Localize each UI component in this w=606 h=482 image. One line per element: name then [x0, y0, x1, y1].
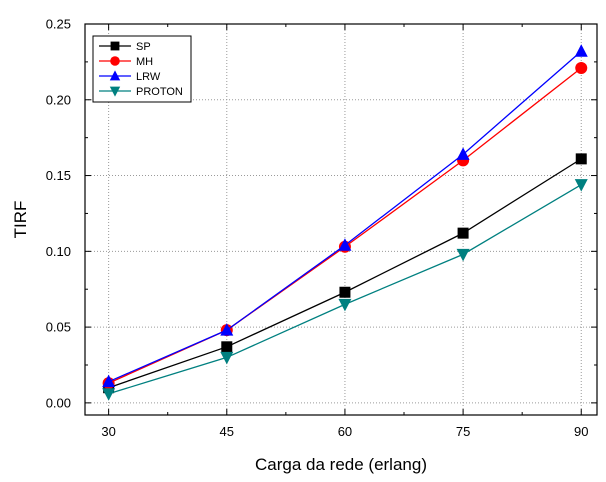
series-layer — [102, 44, 588, 401]
y-tick-label-2: 0.10 — [46, 244, 71, 259]
y-tick-label-3: 0.15 — [46, 168, 71, 183]
axes: 30 45 60 75 90 0.00 0.05 0.10 0.15 0.20 0.25 — [46, 17, 598, 439]
point-proton-3 — [456, 248, 470, 262]
y-tick-label-1: 0.05 — [46, 320, 71, 335]
point-sp-3 — [457, 227, 469, 239]
y-tick-label-0: 0.00 — [46, 395, 71, 410]
x-tick-label-0: 30 — [101, 424, 115, 439]
point-lrw-4 — [574, 44, 588, 57]
legend-marker-mh — [110, 56, 120, 66]
point-proton-2 — [338, 298, 352, 312]
x-tick-label-3: 75 — [456, 424, 470, 439]
y-tick-label-4: 0.20 — [46, 92, 71, 107]
legend-marker-lrw — [109, 70, 121, 81]
legend-marker-sp — [110, 41, 120, 51]
point-lrw-1 — [220, 323, 234, 336]
legend-label-mh: MH — [136, 56, 153, 68]
point-sp-4 — [575, 153, 587, 165]
x-tick-label-4: 90 — [574, 424, 588, 439]
y-axis-title: TIRF — [11, 201, 30, 239]
legend-item-lrw: LRW — [99, 70, 161, 83]
legend-label-proton: PROTON — [136, 86, 183, 98]
point-proton-1 — [220, 351, 234, 365]
point-sp-1 — [221, 341, 233, 353]
y-tick-label-5: 0.25 — [46, 17, 71, 32]
series-proton — [102, 179, 588, 401]
point-mh-4 — [575, 61, 588, 74]
legend: SP MH LRW PROTON — [92, 35, 192, 103]
legend-item-proton: PROTON — [99, 86, 183, 98]
series-lrw — [102, 44, 588, 388]
legend-label-lrw: LRW — [136, 71, 161, 83]
point-lrw-0 — [102, 374, 116, 388]
point-sp-2 — [339, 286, 351, 298]
point-proton-0 — [102, 388, 116, 401]
x-axis-title: Carga da rede (erlang) — [255, 455, 427, 474]
legend-label-sp: SP — [136, 41, 151, 53]
x-tick-label-1: 45 — [220, 424, 234, 439]
x-tick-label-2: 60 — [338, 424, 352, 439]
point-lrw-3 — [456, 147, 470, 160]
legend-marker-proton — [109, 86, 121, 97]
legend-item-mh: MH — [99, 56, 153, 68]
plot-frame — [84, 23, 598, 416]
legend-item-sp: SP — [99, 41, 151, 53]
point-proton-4 — [574, 179, 588, 192]
point-lrw-2 — [338, 238, 352, 251]
